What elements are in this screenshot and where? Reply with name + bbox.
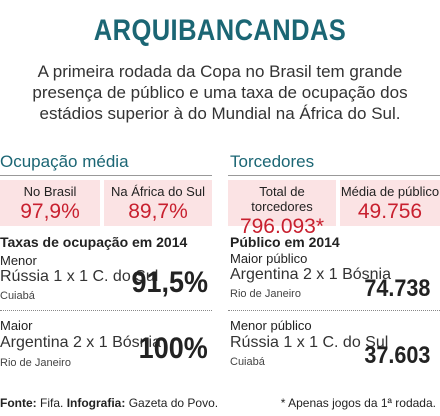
subtitle: estádios superior à do Mundial na África…: [39, 104, 401, 123]
separator: [228, 310, 440, 311]
value: 100%: [138, 332, 208, 365]
box-label: Média de público: [340, 184, 440, 199]
item-label: Menor público: [230, 318, 312, 333]
source-label: Fonte:: [0, 396, 37, 410]
source-value: Gazeta do Povo.: [128, 396, 219, 410]
source: Fonte: Fifa. Infografia: Gazeta do Povo.: [0, 396, 218, 410]
footnote: * Apenas jogos da 1ª rodada.: [280, 396, 436, 410]
box-value: 49.756: [357, 200, 423, 223]
stat-box: Média de público 49.756: [340, 180, 440, 226]
subtitle: presença de público e uma taxa de ocupaç…: [32, 83, 408, 102]
heading: Torcedores: [230, 152, 315, 171]
box-label: No Brasil: [23, 184, 77, 199]
source-label: Infografia:: [66, 396, 126, 410]
heading: Ocupação média: [0, 152, 129, 171]
match: Rússia 1 x 1 C. do Sul: [0, 268, 159, 285]
match: Argentina 2 x 1 Bósnia: [230, 266, 391, 283]
subtitle: A primeira rodada da Copa no Brasil tem …: [37, 62, 403, 81]
source-value: Fifa.: [40, 396, 64, 410]
box-value: 89,7%: [128, 200, 188, 223]
section-title: Taxas de ocupação em 2014: [0, 234, 188, 250]
city: Rio de Janeiro: [0, 357, 71, 369]
box-label: Total de torcedores: [251, 184, 313, 214]
item-label: Maior: [0, 318, 33, 333]
value: 91,5%: [131, 266, 208, 299]
value: 74.738: [363, 275, 430, 302]
section-title: Público em 2014: [230, 234, 340, 250]
box-value: 796.093*: [239, 215, 325, 238]
value: 37.603: [363, 342, 430, 369]
city: Cuiabá: [230, 356, 265, 368]
city: Cuiabá: [0, 290, 35, 302]
item-label: Maior público: [230, 251, 308, 266]
box-label: Na África do Sul: [111, 184, 205, 199]
title: ARQUIBANCANDAS: [93, 14, 347, 47]
rule: [0, 175, 212, 176]
stat-box: Na África do Sul 89,7%: [104, 180, 212, 226]
city: Rio de Janeiro: [230, 288, 301, 300]
box-value: 97,9%: [20, 200, 80, 223]
match: Rússia 1 x 1 C. do Sul: [230, 334, 389, 351]
rule: [228, 175, 440, 176]
match: Argentina 2 x 1 Bósnia: [0, 334, 161, 351]
separator: [0, 310, 212, 311]
stat-box: No Brasil 97,9%: [0, 180, 100, 226]
item-label: Menor: [0, 253, 37, 268]
stat-box: Total de torcedores 796.093*: [228, 180, 336, 238]
